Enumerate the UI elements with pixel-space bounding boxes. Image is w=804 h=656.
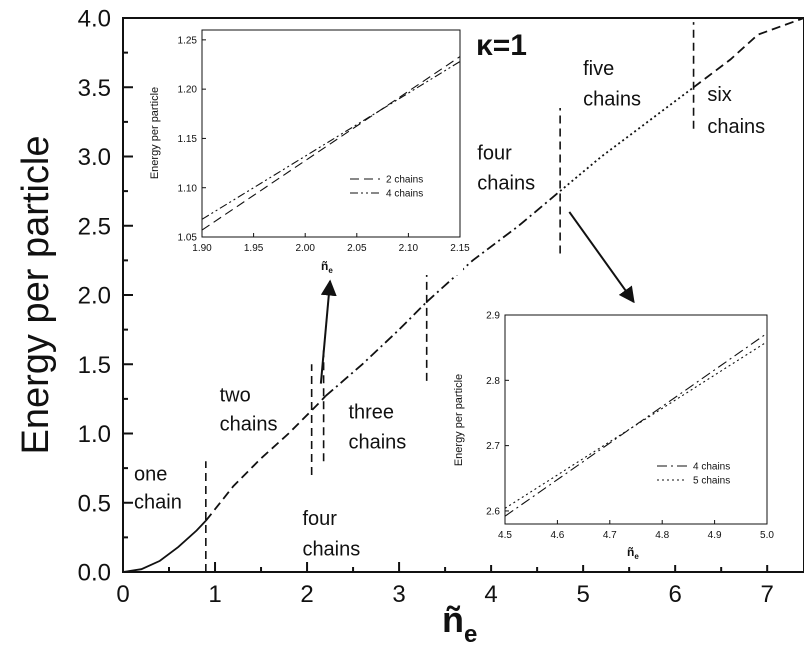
x-tick-label: 5 — [576, 581, 589, 608]
y-tick-label: 2.8 — [486, 376, 500, 387]
y-tick-label: 2.7 — [486, 441, 500, 452]
inset2-series — [504, 332, 768, 517]
x-tick-label: 1.95 — [244, 243, 264, 254]
x-tick-label: 4.8 — [655, 530, 669, 541]
y-tick-label: 1.10 — [178, 183, 198, 194]
inset2-background — [445, 303, 774, 565]
region-annotation: chains — [707, 116, 765, 138]
main-arrows — [319, 211, 635, 384]
inset-chart-2: 4.5 4.6 4.7 4.8 4.9 5.0 2.6 2.7 2.8 2.9 4 chains… — [445, 303, 774, 565]
y-tick-label: 4.0 — [78, 6, 111, 33]
inset1-y-axis-label: Energy per particle — [149, 87, 161, 179]
region-annotation: three — [348, 401, 394, 423]
x-tick-label: 0 — [116, 581, 129, 608]
inset2-x-axis-label-subscript: e — [634, 552, 639, 561]
x-tick-label: 2.15 — [450, 243, 470, 254]
x-tick-label: 1 — [208, 581, 221, 608]
region-annotation: chains — [477, 173, 535, 195]
region-annotation: one — [134, 464, 167, 486]
region-annotation: five — [583, 58, 614, 80]
series-line-0 — [201, 56, 461, 231]
region-annotation: four — [477, 142, 512, 164]
x-tick-label: 4 — [484, 581, 497, 608]
legend-label: 2 chains — [386, 175, 423, 186]
inset-pointer-arrow — [568, 211, 635, 304]
series-line-5 — [693, 17, 804, 89]
y-tick-label: 3.5 — [78, 75, 111, 102]
y-tick-label: 1.0 — [78, 421, 111, 448]
region-annotation: two — [220, 385, 251, 407]
y-tick-label: 2.6 — [486, 507, 500, 518]
y-tick-label: 2.9 — [486, 311, 500, 322]
region-annotation: four — [302, 508, 337, 530]
legend-label: 4 chains — [386, 189, 423, 200]
main-x-axis-label: ñe — [442, 599, 477, 648]
x-tick-label: 2.10 — [399, 243, 419, 254]
y-tick-label: 1.5 — [78, 352, 111, 379]
inset2-x-ticks: 4.5 4.6 4.7 4.8 4.9 5.0 — [498, 520, 774, 541]
inset-pointer-arrow — [319, 279, 337, 384]
legend-label: 4 chains — [693, 462, 730, 473]
inset2-y-axis-label: Energy per particle — [453, 374, 465, 466]
series-line-0 — [122, 520, 207, 573]
x-tick-label: 5.0 — [760, 530, 774, 541]
inset1-plot-frame — [201, 29, 461, 238]
y-tick-label: 0.0 — [78, 560, 111, 587]
inset1-x-axis-label: ñe — [321, 259, 333, 275]
inset2-x-axis-label: ñe — [627, 545, 639, 561]
series-line-1 — [504, 341, 768, 509]
y-tick-label: 2.0 — [78, 283, 111, 310]
inset2-plot-frame — [504, 314, 768, 525]
x-tick-label: 4.5 — [498, 530, 512, 541]
x-tick-label: 1.90 — [192, 243, 212, 254]
main-annotations: one chain two chains three chains four chains fo… — [134, 58, 765, 561]
inset1-series — [201, 56, 461, 231]
y-tick-label: 3.0 — [78, 144, 111, 171]
y-tick-label: 1.20 — [178, 85, 198, 96]
y-tick-label: 2.5 — [78, 213, 111, 240]
main-y-axis-label: Energy per particle — [15, 136, 57, 455]
inset2-y-ticks: 2.6 2.7 2.8 2.9 — [486, 311, 509, 518]
x-tick-label: 4.9 — [708, 530, 722, 541]
x-tick-label: 6 — [668, 581, 681, 608]
x-tick-label: 2.05 — [347, 243, 367, 254]
y-tick-label: 1.25 — [178, 35, 198, 46]
x-tick-label: 2 — [300, 581, 313, 608]
main-chart: 0 1 2 3 4 5 6 7 0.0 0.5 1.0 1.5 2.0 2.5 3.0 3.5 4.0 one… — [15, 6, 804, 648]
region-annotation: chain — [134, 491, 182, 513]
x-tick-label: 3 — [392, 581, 405, 608]
x-tick-label: 2.00 — [295, 243, 315, 254]
region-annotation: chains — [220, 414, 278, 436]
inset-chart-1: 1.90 1.95 2.00 2.05 2.10 2.15 1.05 1.10 1.15 1.2… — [143, 23, 470, 275]
series-line-4 — [559, 86, 695, 192]
inset1-x-axis-label-subscript: e — [328, 266, 333, 275]
legend-label: 5 chains — [693, 476, 730, 487]
y-tick-label: 0.5 — [78, 490, 111, 517]
series-line-1 — [205, 395, 327, 522]
series-line-0 — [504, 332, 768, 517]
series-line-2 — [324, 301, 428, 397]
region-annotation: chains — [583, 88, 641, 110]
y-tick-label: 1.05 — [178, 233, 198, 244]
inset1-legend: 2 chains 4 chains — [350, 175, 423, 200]
region-annotation: six — [707, 84, 731, 106]
x-tick-label: 4.6 — [550, 530, 564, 541]
inset2-legend: 4 chains 5 chains — [657, 462, 730, 487]
region-annotation: chains — [302, 538, 360, 560]
inset1-background — [143, 23, 463, 275]
inset1-x-ticks: 1.90 1.95 2.00 2.05 2.10 2.15 — [192, 233, 470, 254]
inset1-y-ticks: 1.05 1.10 1.15 1.20 1.25 — [178, 35, 206, 244]
y-tick-label: 1.15 — [178, 134, 198, 145]
x-tick-label: 4.7 — [603, 530, 617, 541]
x-tick-label: 7 — [761, 581, 774, 608]
main-x-axis-label-subscript: e — [464, 621, 477, 648]
region-annotation: chains — [348, 432, 406, 454]
main-divider-lines — [205, 22, 695, 572]
main-y-ticks: 0.0 0.5 1.0 1.5 2.0 2.5 3.0 3.5 4.0 — [78, 6, 133, 587]
main-series — [122, 17, 804, 573]
series-line-3 — [426, 190, 561, 303]
kappa-label: κ=1 — [476, 29, 527, 62]
series-line-1 — [201, 61, 461, 220]
